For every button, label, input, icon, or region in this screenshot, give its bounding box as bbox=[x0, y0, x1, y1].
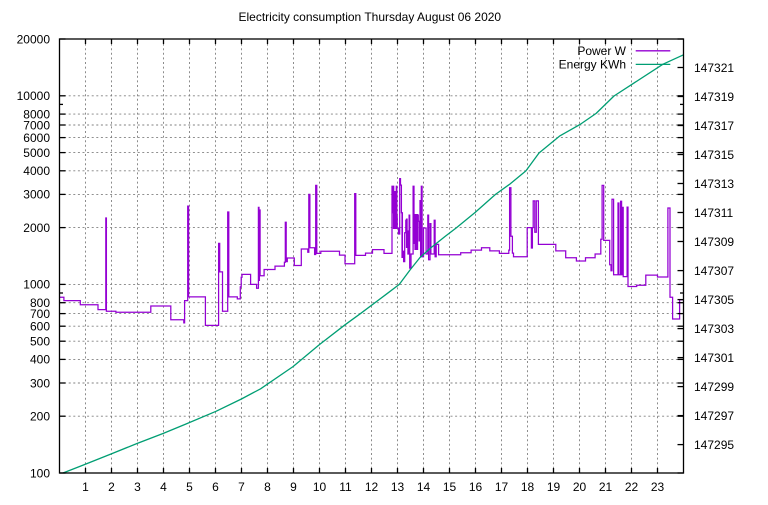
svg-text:800: 800 bbox=[30, 296, 50, 310]
svg-text:147295: 147295 bbox=[694, 438, 734, 452]
svg-text:147315: 147315 bbox=[694, 148, 734, 162]
svg-text:10: 10 bbox=[313, 480, 327, 494]
svg-text:8: 8 bbox=[264, 480, 271, 494]
svg-text:18: 18 bbox=[521, 480, 535, 494]
svg-text:147321: 147321 bbox=[694, 61, 734, 75]
svg-text:4000: 4000 bbox=[23, 164, 50, 178]
svg-text:500: 500 bbox=[30, 335, 50, 349]
svg-text:Electricity consumption Thursd: Electricity consumption Thursday August … bbox=[239, 10, 502, 24]
svg-text:147311: 147311 bbox=[694, 206, 733, 220]
svg-text:200: 200 bbox=[30, 410, 50, 424]
svg-text:147307: 147307 bbox=[694, 264, 734, 278]
svg-text:10000: 10000 bbox=[17, 89, 51, 103]
svg-text:100: 100 bbox=[30, 466, 50, 480]
svg-text:147299: 147299 bbox=[694, 380, 734, 394]
svg-text:600: 600 bbox=[30, 320, 50, 334]
svg-text:23: 23 bbox=[651, 480, 665, 494]
svg-text:16: 16 bbox=[469, 480, 483, 494]
svg-text:11: 11 bbox=[339, 480, 352, 494]
svg-text:5000: 5000 bbox=[23, 146, 50, 160]
svg-text:9: 9 bbox=[290, 480, 297, 494]
svg-text:147313: 147313 bbox=[694, 177, 734, 191]
svg-text:7000: 7000 bbox=[23, 118, 50, 132]
svg-text:14: 14 bbox=[417, 480, 431, 494]
svg-text:3000: 3000 bbox=[23, 188, 50, 202]
svg-text:147317: 147317 bbox=[694, 119, 734, 133]
svg-text:300: 300 bbox=[30, 376, 50, 390]
svg-text:5: 5 bbox=[186, 480, 193, 494]
svg-text:19: 19 bbox=[547, 480, 561, 494]
svg-text:147297: 147297 bbox=[694, 409, 734, 423]
svg-text:3: 3 bbox=[134, 480, 141, 494]
svg-text:2: 2 bbox=[108, 480, 115, 494]
svg-text:7: 7 bbox=[238, 480, 245, 494]
svg-text:147301: 147301 bbox=[694, 351, 734, 365]
svg-text:4: 4 bbox=[160, 480, 167, 494]
svg-text:20000: 20000 bbox=[17, 32, 51, 46]
svg-text:1: 1 bbox=[82, 480, 89, 494]
svg-text:12: 12 bbox=[365, 480, 379, 494]
svg-text:21: 21 bbox=[599, 480, 613, 494]
svg-text:1000: 1000 bbox=[23, 278, 50, 292]
svg-text:2000: 2000 bbox=[23, 221, 50, 235]
svg-text:22: 22 bbox=[625, 480, 639, 494]
svg-text:6: 6 bbox=[212, 480, 219, 494]
svg-text:147303: 147303 bbox=[694, 322, 734, 336]
svg-text:Energy KWh: Energy KWh bbox=[559, 58, 626, 72]
svg-text:400: 400 bbox=[30, 353, 50, 367]
svg-text:147319: 147319 bbox=[694, 90, 734, 104]
svg-text:20: 20 bbox=[573, 480, 587, 494]
svg-text:8000: 8000 bbox=[23, 107, 50, 121]
svg-text:17: 17 bbox=[495, 480, 509, 494]
svg-text:700: 700 bbox=[30, 307, 50, 321]
svg-text:147309: 147309 bbox=[694, 235, 734, 249]
svg-text:13: 13 bbox=[391, 480, 405, 494]
svg-text:Power W: Power W bbox=[577, 44, 626, 58]
svg-text:6000: 6000 bbox=[23, 131, 50, 145]
svg-text:147305: 147305 bbox=[694, 293, 734, 307]
svg-text:15: 15 bbox=[443, 480, 457, 494]
